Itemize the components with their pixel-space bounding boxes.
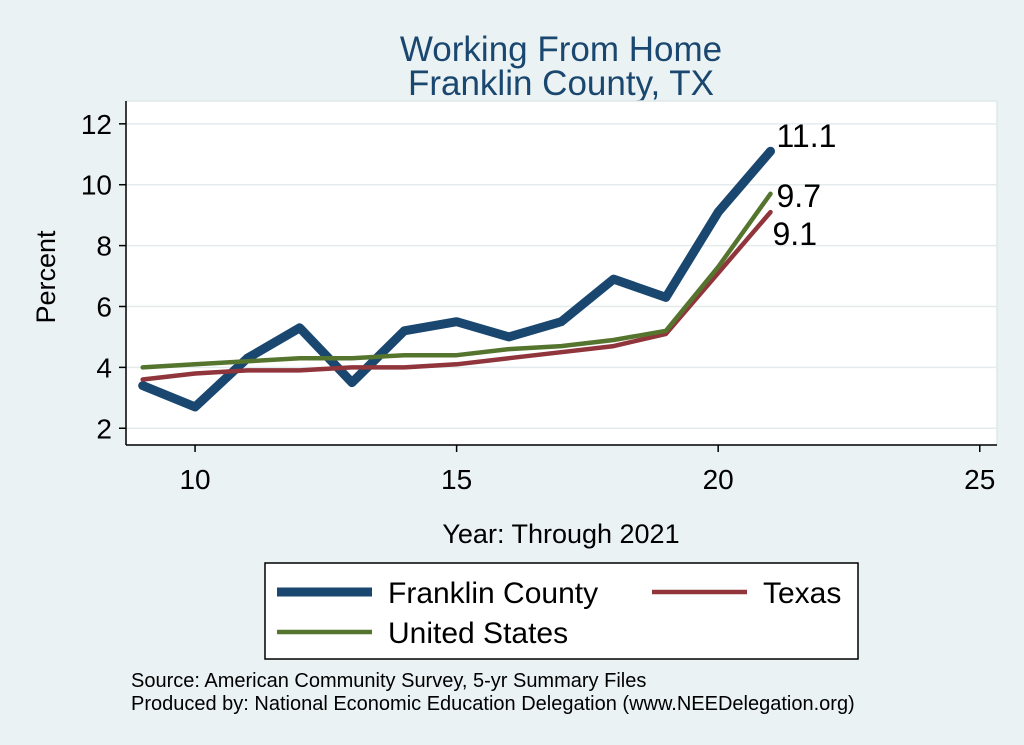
data-label-franklin-county: 11.1 xyxy=(777,118,837,154)
y-tick-label-4: 4 xyxy=(96,352,112,383)
data-label-texas: 9.1 xyxy=(773,216,817,252)
data-label-united-states: 9.7 xyxy=(777,178,821,214)
x-axis: 10 15 20 25 xyxy=(179,445,995,495)
legend-box xyxy=(264,562,859,660)
plot-area xyxy=(125,100,998,446)
y-axis: 2 4 6 8 10 12 xyxy=(81,109,126,444)
y-tick-label-8: 8 xyxy=(96,231,112,262)
series-line-texas xyxy=(140,209,773,382)
x-tick-label-10: 10 xyxy=(179,464,210,495)
series-line-united-states xyxy=(140,191,773,370)
x-tick-label-15: 15 xyxy=(441,464,472,495)
chart-subtitle: Franklin County, TX xyxy=(408,64,714,103)
x-tick-label-25: 25 xyxy=(964,464,995,495)
y-tick-label-10: 10 xyxy=(81,170,112,201)
chart-title: Working From Home xyxy=(400,30,722,69)
gridlines xyxy=(126,123,997,430)
legend-label-united-states: United States xyxy=(388,617,568,650)
y-axis-title: Percent xyxy=(31,230,61,324)
legend-label-franklin-county: Franklin County xyxy=(388,577,598,610)
series-lines xyxy=(138,146,775,412)
legend-label-texas: Texas xyxy=(763,577,841,610)
x-tick-label-20: 20 xyxy=(703,464,734,495)
data-labels: 11.1 9.19.7 xyxy=(773,118,837,252)
y-tick-label-2: 2 xyxy=(96,413,112,444)
y-tick-label-12: 12 xyxy=(81,109,112,140)
producer-note: Produced by: National Economic Education… xyxy=(131,693,855,715)
y-tick-label-6: 6 xyxy=(96,291,112,322)
x-axis-title: Year: Through 2021 xyxy=(442,519,679,549)
series-line-franklin-county xyxy=(138,146,775,412)
legend: Franklin County Texas United States xyxy=(264,562,859,660)
source-note: Source: American Community Survey, 5-yr … xyxy=(131,670,646,692)
